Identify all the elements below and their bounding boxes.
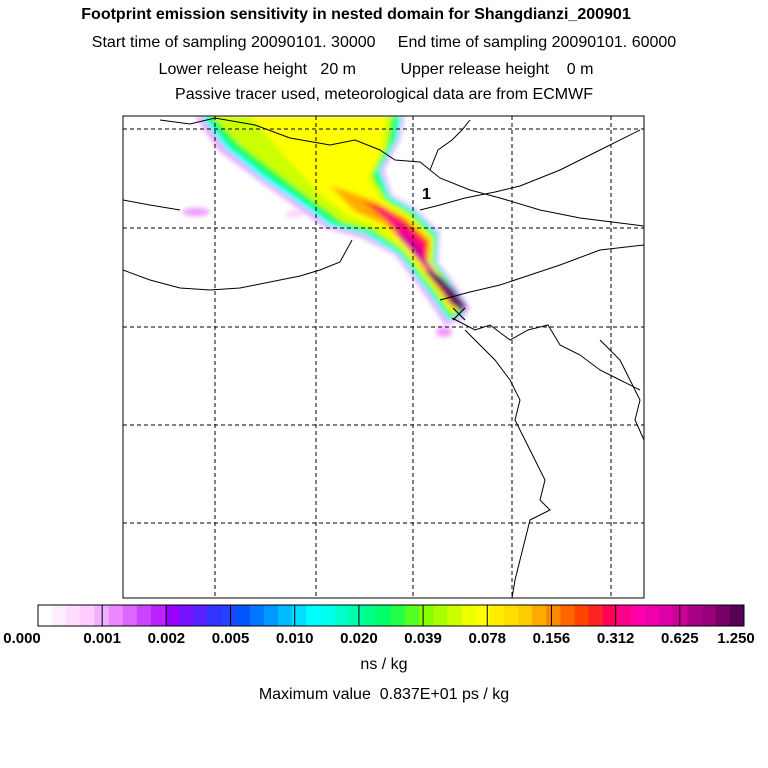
coast-bohai-north bbox=[419, 129, 641, 211]
colorbar-swatch bbox=[560, 605, 575, 626]
colorbar-swatch bbox=[221, 605, 236, 626]
colorbar-swatch bbox=[729, 605, 745, 626]
figure-title: Footprint emission sensitivity in nested… bbox=[81, 6, 631, 23]
colorbar-swatch bbox=[419, 605, 434, 626]
colorbar-tick-label: 0.005 bbox=[211, 630, 250, 647]
colorbar-swatch bbox=[66, 605, 81, 626]
colorbar-swatch bbox=[391, 605, 406, 626]
colorbar-swatch bbox=[122, 605, 138, 626]
colorbar bbox=[37, 604, 745, 627]
colorbar-swatch bbox=[659, 605, 674, 626]
colorbar-swatch bbox=[278, 605, 293, 626]
colorbar-swatch bbox=[52, 605, 67, 626]
colorbar-swatch bbox=[376, 605, 392, 626]
colorbar-tick-label: 0.020 bbox=[340, 630, 378, 647]
colorbar-swatch bbox=[136, 605, 152, 626]
colorbar-swatch bbox=[38, 605, 53, 626]
map-panel: 1 bbox=[123, 116, 644, 598]
coastlines bbox=[123, 117, 644, 598]
colorbar-swatch bbox=[588, 605, 604, 626]
colorbar-swatch bbox=[574, 605, 589, 626]
grid bbox=[123, 116, 644, 598]
border-east-loop bbox=[429, 119, 471, 171]
border-inner-west bbox=[123, 199, 181, 211]
plume-yellow bbox=[250, 116, 459, 312]
plume-dark-core bbox=[424, 270, 466, 312]
colorbar-tick-label: 0.078 bbox=[468, 630, 507, 647]
colorbar-tick-label: 0.156 bbox=[532, 630, 571, 647]
colorbar-swatch bbox=[235, 605, 251, 626]
plume-blob-west bbox=[182, 208, 210, 216]
colorbar-swatch bbox=[405, 605, 420, 626]
colorbar-swatch bbox=[179, 605, 194, 626]
colorbar-swatch bbox=[306, 605, 321, 626]
plume-blob-mid bbox=[285, 211, 303, 217]
colorbar-swatch bbox=[701, 605, 717, 626]
colorbar-frame bbox=[37, 604, 745, 627]
border-north bbox=[159, 117, 644, 227]
colorbar-swatch bbox=[503, 605, 519, 626]
colorbar-swatch bbox=[207, 605, 222, 626]
colorbar-swatch bbox=[602, 605, 618, 626]
colorbar-swatch bbox=[249, 605, 265, 626]
colorbar-swatch bbox=[108, 605, 124, 626]
colorbar-swatch bbox=[433, 605, 448, 626]
colorbar-tick-label: 0.312 bbox=[596, 630, 635, 647]
colorbar-tick-label: 0.000 bbox=[3, 630, 41, 647]
colorbar-swatch bbox=[616, 605, 632, 626]
colorbar-units: ns / kg bbox=[360, 656, 408, 673]
colorbar-swatch bbox=[673, 605, 688, 626]
colorbar-swatch bbox=[489, 605, 505, 626]
release-label: 1 bbox=[422, 186, 431, 203]
maximum-value: Maximum value 0.837E+01 ps / kg bbox=[258, 686, 510, 703]
colorbar-swatch bbox=[631, 605, 646, 626]
colorbar-swatch bbox=[320, 605, 335, 626]
colorbar-swatch bbox=[518, 605, 533, 626]
colorbar-tick-label: 0.001 bbox=[83, 630, 121, 647]
plume-yellow-green bbox=[212, 116, 462, 315]
colorbar-swatch bbox=[475, 605, 491, 626]
plume-orange bbox=[330, 186, 457, 308]
colorbar-swatch bbox=[715, 605, 731, 626]
coast-shandong bbox=[464, 329, 551, 598]
release-height-line: Lower release height 20 m Upper release … bbox=[158, 61, 594, 78]
colorbar-tick-label: 0.010 bbox=[275, 630, 314, 647]
colorbar-swatch bbox=[150, 605, 166, 626]
coast-gulf bbox=[439, 244, 644, 301]
plume-blob-south bbox=[436, 327, 452, 337]
coast-peninsula bbox=[599, 339, 644, 441]
colorbar-tick-label: 1.250 bbox=[717, 630, 755, 647]
colorbar-swatch bbox=[334, 605, 349, 626]
colorbar-swatch bbox=[193, 605, 208, 626]
border-west bbox=[123, 239, 353, 291]
coast-east bbox=[451, 317, 641, 391]
colorbar-swatch bbox=[292, 605, 307, 626]
x-icon bbox=[452, 307, 466, 321]
colorbar-tick-label: 0.039 bbox=[404, 630, 442, 647]
colorbar-swatch bbox=[645, 605, 660, 626]
colorbar-swatch bbox=[348, 605, 364, 626]
footprint-plume bbox=[182, 116, 470, 337]
colorbar-swatch bbox=[80, 605, 95, 626]
colorbar-tick-label: 0.625 bbox=[661, 630, 699, 647]
map-frame bbox=[122, 115, 645, 599]
colorbar-tick-label: 0.002 bbox=[147, 630, 186, 647]
colorbar-swatch bbox=[546, 605, 561, 626]
colorbar-swatch bbox=[165, 605, 180, 626]
colorbar-swatch bbox=[461, 605, 477, 626]
tracer-info-line: Passive tracer used, meteorological data… bbox=[175, 86, 593, 103]
colorbar-swatch bbox=[532, 605, 547, 626]
colorbar-swatch bbox=[687, 605, 702, 626]
sampling-time-line: Start time of sampling 20090101. 30000 E… bbox=[91, 34, 677, 51]
colorbar-swatch bbox=[447, 605, 462, 626]
colorbar-swatch bbox=[263, 605, 279, 626]
colorbar-swatch bbox=[362, 605, 378, 626]
